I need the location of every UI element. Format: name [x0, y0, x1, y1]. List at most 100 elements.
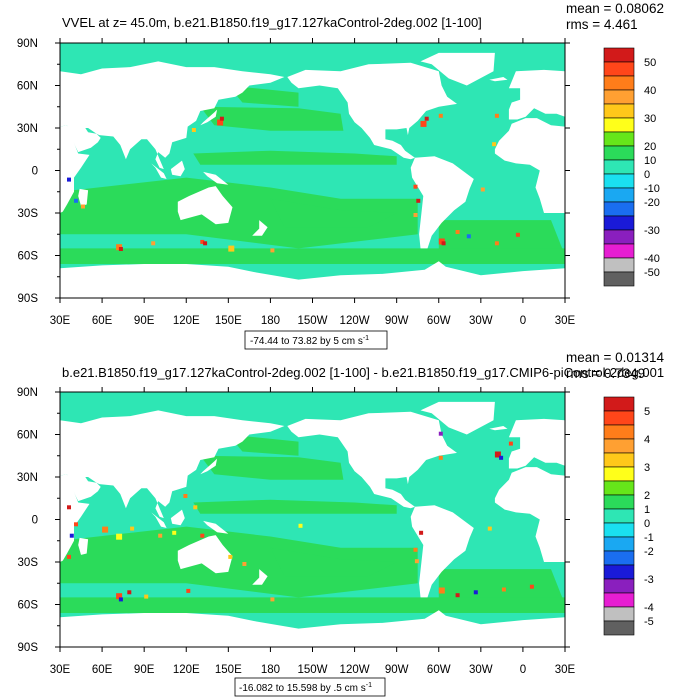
continent: [494, 118, 565, 213]
continent: [287, 62, 457, 160]
x-tick-label: 30E: [50, 664, 71, 676]
anomaly-cell: [414, 559, 419, 564]
colorbar-box: [603, 564, 635, 580]
y-tick-label: 60S: [18, 600, 39, 612]
continent: [420, 52, 495, 86]
colorbar-label: 4: [644, 434, 650, 446]
continent: [203, 171, 229, 185]
anomaly-cell: [424, 116, 429, 121]
x-tick-label: 60W: [427, 664, 451, 676]
anomaly-cell: [127, 590, 132, 595]
y-tick-label: 60N: [17, 430, 38, 442]
chart-title: VVEL at z= 45.0m, b.e21.B1850.f19_g17.12…: [62, 15, 482, 30]
x-tick-label: 120W: [340, 315, 370, 327]
colorbar-label: 2: [644, 490, 650, 502]
y-tick-label: 30N: [17, 123, 38, 135]
anomaly-cell: [413, 213, 418, 217]
anomaly-cell: [186, 588, 191, 593]
colorbar-box: [603, 578, 635, 594]
x-tick-label: 30E: [555, 664, 576, 676]
anomaly-cell: [508, 441, 513, 446]
colorbar-label: -40: [644, 253, 660, 265]
colorbar-label: -2: [644, 546, 654, 558]
land-mask: [60, 401, 565, 647]
ocean-zone: [60, 597, 565, 613]
anomaly-cell: [200, 239, 205, 244]
colorbar-box: [603, 61, 635, 77]
colorbar-box: [603, 187, 635, 203]
rms-label: rms = 4.461: [566, 17, 638, 32]
continent: [252, 220, 268, 236]
x-tick-label: 30E: [555, 315, 576, 327]
colorbar-label: -30: [644, 225, 660, 237]
continent: [151, 163, 167, 179]
range-label: -16.082 to 15.598 by .5 cm s-1: [239, 682, 372, 694]
x-tick-label: 30E: [50, 315, 71, 327]
colorbar-label: -50: [644, 267, 660, 279]
y-tick-label: 30S: [18, 557, 39, 569]
axes: 30E 60E 90E 120E 150E 180 150W 120W 90W 60W 30W 0 30…: [17, 38, 576, 327]
anomaly-cell: [438, 455, 443, 460]
x-tick-label: 60E: [92, 664, 113, 676]
y-tick-label: 0: [32, 515, 38, 527]
x-tick-label: 150W: [297, 664, 327, 676]
continent: [489, 426, 508, 431]
continent: [60, 410, 285, 519]
range-label: -74.44 to 73.82 by 5 cm s-1: [250, 335, 369, 347]
anomaly-cell: [480, 187, 485, 192]
anomaly-cell: [413, 547, 418, 552]
colorbar-box: [603, 229, 635, 245]
rms-label: rms = 0.7349: [566, 366, 645, 381]
colorbar-box: [603, 243, 635, 259]
range-box: [234, 677, 386, 697]
colorbar-box: [603, 438, 635, 454]
y-tick-label: 90N: [17, 38, 38, 50]
continent: [203, 520, 229, 534]
y-tick-label: 90S: [18, 293, 39, 305]
anomaly-cell: [438, 587, 445, 594]
anomaly-cell: [130, 526, 135, 531]
colorbar-box: [603, 452, 635, 468]
colorbar-box: [603, 466, 635, 482]
x-tick-label: 120E: [173, 664, 200, 676]
anomaly-cell: [501, 587, 506, 592]
x-tick-label: 30W: [469, 664, 493, 676]
continent: [420, 401, 495, 435]
colorbar-box: [603, 75, 635, 91]
colorbar-box: [603, 536, 635, 552]
anomaly-cell: [203, 241, 208, 246]
colorbar-box: [603, 592, 635, 608]
continent: [67, 128, 101, 153]
colorbar-label: 10: [644, 155, 656, 167]
x-tick-label: 180: [261, 315, 280, 327]
continent: [67, 477, 101, 502]
colorbar-label: 50: [644, 57, 656, 69]
colorbar-box: [603, 480, 635, 496]
anomaly-cell: [438, 113, 443, 118]
x-tick-label: 60E: [92, 315, 113, 327]
colorbar-box: [603, 257, 635, 273]
axes: 30E 60E 90E 120E 150E 180 150W 120W 90W 60W 30W 0 30…: [17, 387, 576, 676]
anomaly-cell: [102, 526, 109, 533]
anomaly-marks: [67, 113, 520, 253]
panel-top: VVEL at z= 45.0m, b.e21.B1850.f19_g17.12…: [17, 1, 664, 350]
y-tick-label: 90S: [18, 642, 39, 654]
colorbar-box: [603, 117, 635, 133]
anomaly-cell: [455, 593, 460, 598]
anomaly-cell: [200, 533, 205, 538]
continent: [170, 509, 185, 526]
x-tick-label: 120W: [340, 664, 370, 676]
x-tick-label: 60W: [427, 315, 451, 327]
anomaly-cell: [499, 455, 504, 460]
colorbar-label: -3: [644, 574, 654, 586]
colorbar-label: 0: [644, 518, 650, 530]
continent: [200, 109, 218, 126]
colorbar-label: -1: [644, 532, 654, 544]
anomaly-cell: [116, 533, 123, 540]
anomaly-cell: [67, 554, 71, 559]
y-tick-label: 60N: [17, 81, 38, 93]
colorbar-label: -5: [644, 616, 654, 628]
anomaly-cell: [419, 530, 424, 535]
continent: [410, 505, 474, 598]
